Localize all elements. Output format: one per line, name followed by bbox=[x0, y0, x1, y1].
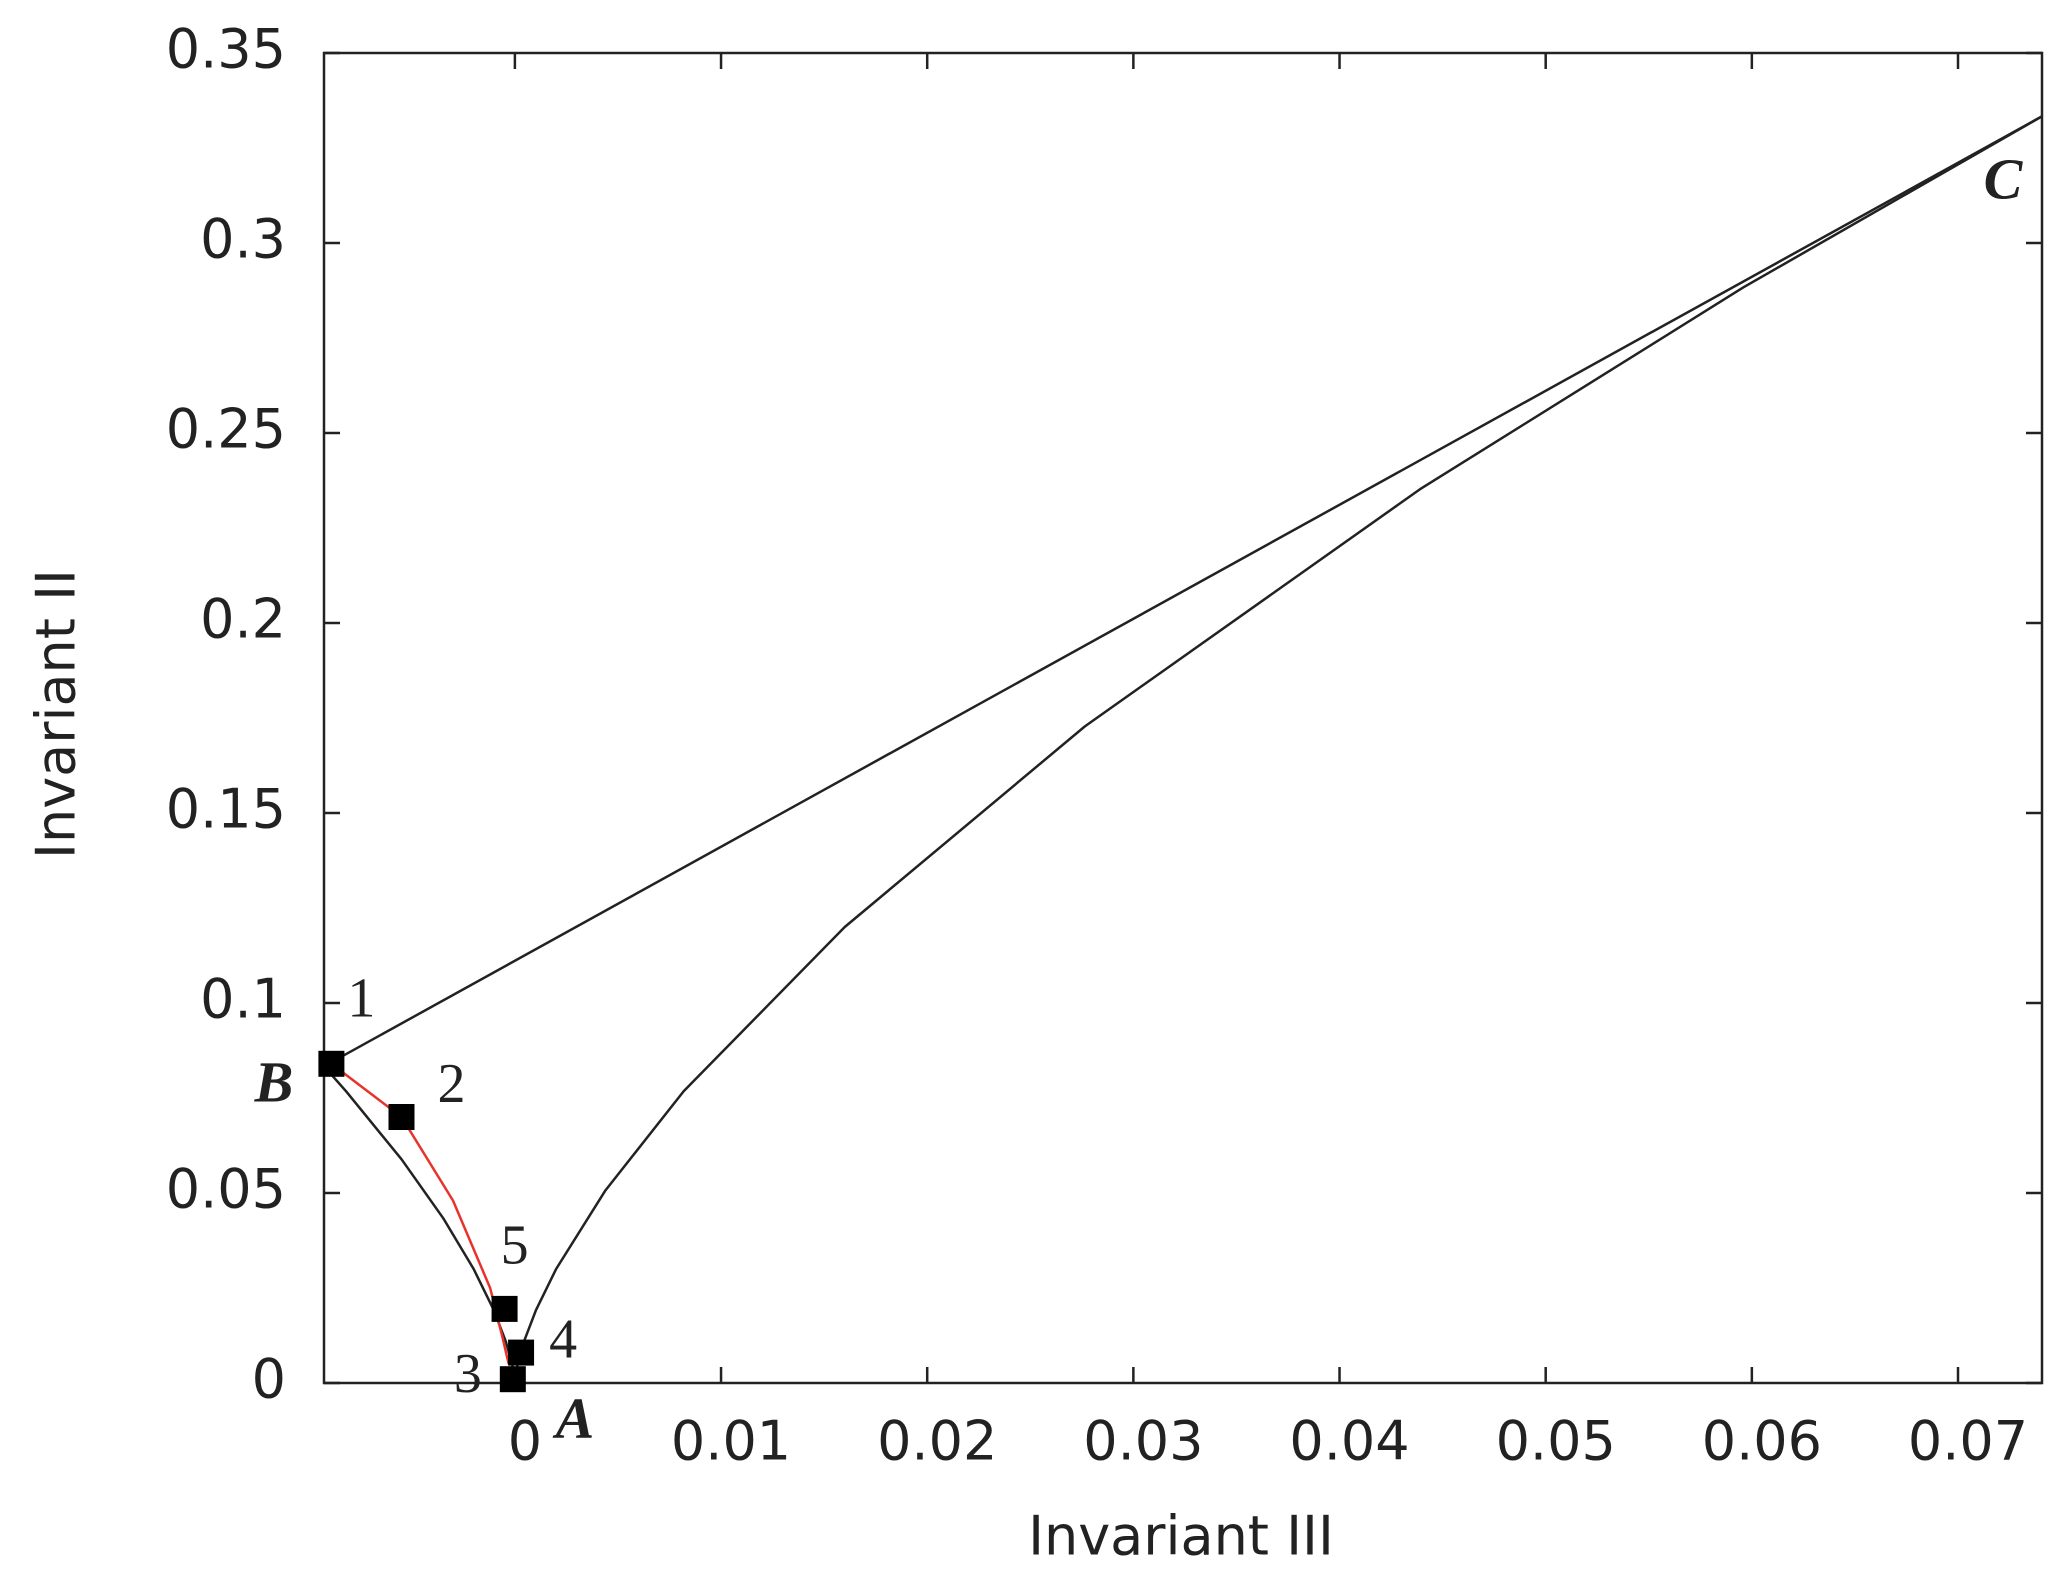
point-marker bbox=[388, 1104, 415, 1130]
series-line bbox=[330, 1062, 510, 1365]
y-tick-label: 0.25 bbox=[166, 398, 286, 461]
x-tick-label: 0.01 bbox=[671, 1410, 791, 1473]
point-label: 2 bbox=[437, 1053, 465, 1115]
y-tick-label: 0 bbox=[252, 1348, 286, 1411]
annotation: C bbox=[1984, 146, 2024, 211]
x-tick-label: 0.06 bbox=[1702, 1410, 1822, 1473]
annotation: B bbox=[254, 1049, 294, 1114]
x-tick-label: 0 bbox=[508, 1410, 542, 1473]
point-label: 4 bbox=[549, 1308, 577, 1370]
point-marker bbox=[508, 1339, 535, 1366]
y-tick-label: 0.2 bbox=[200, 588, 286, 651]
point-label: 5 bbox=[501, 1215, 529, 1277]
y-tick-label: 0.35 bbox=[166, 18, 286, 81]
series-line bbox=[323, 115, 2043, 1385]
x-axis-title: Invariant III bbox=[1028, 1505, 1334, 1568]
x-tick-label: 0.04 bbox=[1289, 1410, 1409, 1473]
point-label: 3 bbox=[454, 1343, 482, 1405]
y-axis-title: Invariant II bbox=[25, 569, 88, 859]
y-tick-label: 0.1 bbox=[200, 968, 286, 1031]
x-tick-label: 0.05 bbox=[1496, 1410, 1616, 1473]
x-tick-label: 0.07 bbox=[1908, 1410, 2028, 1473]
point-label: 1 bbox=[347, 968, 375, 1030]
series-line bbox=[323, 115, 2043, 1068]
x-tick-label: 0.02 bbox=[877, 1410, 997, 1473]
point-marker bbox=[499, 1366, 526, 1393]
annotation: A bbox=[553, 1385, 595, 1450]
plot-frame bbox=[322, 51, 2044, 1385]
y-tick-label: 0.05 bbox=[166, 1158, 286, 1221]
x-tick-label: 0.03 bbox=[1083, 1410, 1203, 1473]
y-tick-label: 0.3 bbox=[200, 208, 286, 271]
y-tick-label: 0.15 bbox=[166, 778, 286, 841]
point-marker bbox=[491, 1295, 518, 1322]
point-marker bbox=[318, 1050, 345, 1077]
